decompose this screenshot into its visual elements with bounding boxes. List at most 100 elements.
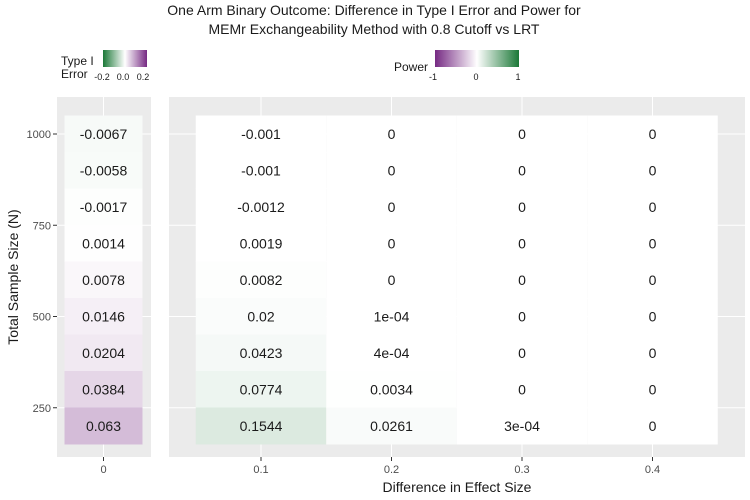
power-cell-label: 0 (649, 236, 657, 252)
power-cell (195, 152, 327, 189)
y-axis-tick-label: 250 (33, 403, 51, 415)
type1-cell (64, 298, 143, 335)
power-legend-tick-mid: 0 (473, 72, 478, 82)
type1-cell (64, 407, 143, 445)
type1-legend: Type I Error -0.2 0.0 0.2 (61, 50, 149, 82)
power-cell-label: 1e-04 (374, 309, 410, 325)
chart-title-line-1: One Arm Binary Outcome: Difference in Ty… (167, 2, 581, 18)
type1-cell (64, 261, 143, 299)
type1-cell-label: -0.0058 (80, 163, 128, 179)
power-cell-label: 0.0261 (370, 418, 413, 434)
power-cell (587, 152, 718, 189)
power-cell (195, 261, 327, 299)
power-cell (456, 225, 588, 262)
power-cell-label: 0 (649, 272, 657, 288)
power-x-axis-tick-label: 0.2 (384, 464, 399, 476)
type1-legend-title-line-2: Error (61, 67, 88, 81)
power-cell-label: 0 (649, 199, 657, 215)
power-cell-label: 0.0019 (240, 236, 283, 252)
type1-cell (64, 152, 143, 189)
power-cell (587, 407, 718, 445)
power-cell-label: 0 (518, 382, 526, 398)
power-cell-label: 0 (388, 163, 396, 179)
type1-cell (64, 371, 143, 408)
power-cell (456, 371, 588, 408)
power-cell-label: -0.001 (241, 126, 281, 142)
heatmap-cells (64, 115, 718, 445)
type1-cell (64, 225, 143, 262)
power-cell-label: 0 (518, 345, 526, 361)
power-cell-label: -0.001 (241, 163, 281, 179)
y-axis-tick-label: 750 (33, 220, 51, 232)
power-cell-label: 0 (649, 345, 657, 361)
type1-cell-label: -0.0017 (80, 199, 128, 215)
power-cell (587, 188, 718, 226)
power-cell (195, 225, 327, 262)
power-cell (587, 115, 718, 153)
power-cell-label: 0 (649, 418, 657, 434)
power-cell-label: -0.0012 (237, 199, 285, 215)
power-cell (195, 188, 327, 226)
power-cell (456, 298, 588, 335)
type1-cell-label: 0.0384 (82, 382, 125, 398)
power-cell (456, 334, 588, 372)
power-cell (326, 371, 457, 408)
power-cell (326, 407, 457, 445)
power-legend-title: Power (394, 60, 428, 74)
power-cell-label: 0.1544 (240, 418, 283, 434)
power-cell-label: 0 (518, 272, 526, 288)
power-x-axis-tick-label: 0.1 (253, 464, 268, 476)
power-cell-label: 0 (649, 126, 657, 142)
power-cell-label: 0 (649, 382, 657, 398)
power-cell (195, 334, 327, 372)
power-cell-label: 0 (388, 272, 396, 288)
power-legend-tick-high: 1 (515, 72, 520, 82)
y-axis: 1000 750 500 250 (27, 129, 57, 415)
power-cell (326, 152, 457, 189)
power-cell (326, 298, 457, 335)
type1-x-axis-tick-label: 0 (100, 464, 106, 476)
power-cell (587, 298, 718, 335)
y-axis-tick-label: 1000 (27, 129, 51, 141)
type1-legend-tick-mid: 0.0 (117, 72, 130, 82)
power-cell (587, 371, 718, 408)
type1-legend-tick-high: 0.2 (137, 72, 150, 82)
power-cell (195, 115, 327, 153)
type1-cell-label: 0.0014 (82, 236, 125, 252)
power-legend: Power -1 0 1 (394, 50, 521, 82)
power-cell (587, 334, 718, 372)
power-cell-label: 0 (649, 309, 657, 325)
type1-legend-title-line-1: Type I (61, 54, 94, 68)
power-x-axis-tick-label: 0.4 (645, 464, 660, 476)
power-cell (326, 261, 457, 299)
power-cell-label: 0.0774 (240, 382, 283, 398)
power-cell-label: 0 (518, 236, 526, 252)
power-cell-label: 0 (518, 163, 526, 179)
type1-legend-tick-low: -0.2 (94, 72, 110, 82)
type1-legend-colorbar (103, 50, 147, 67)
power-x-axis-tick-label: 0.3 (514, 464, 529, 476)
x-axis-title: Difference in Effect Size (383, 479, 532, 495)
type1-cell-label: -0.0067 (80, 126, 128, 142)
x-axis: 0 0.1 0.2 0.3 0.4 (100, 457, 660, 476)
type1-cell (64, 334, 143, 372)
type1-cell (64, 188, 143, 226)
type1-cell-label: 0.0078 (82, 272, 125, 288)
power-cell (195, 371, 327, 408)
power-legend-tick-low: -1 (429, 72, 437, 82)
heatmap-cell-labels: -0.0067 -0.0058 -0.0017 0.0014 0.0078 0.0146 0… (80, 126, 657, 434)
y-axis-title: Total Sample Size (N) (5, 209, 21, 344)
power-cell-label: 0.02 (247, 309, 274, 325)
power-cell (326, 188, 457, 226)
power-cell-label: 0 (518, 126, 526, 142)
power-cell (456, 407, 588, 445)
type1-cell-label: 0.0204 (82, 345, 125, 361)
power-cell-label: 0 (518, 309, 526, 325)
power-legend-colorbar (435, 50, 519, 67)
power-cell (326, 334, 457, 372)
power-cell-label: 0 (388, 199, 396, 215)
power-cell-label: 0.0423 (240, 345, 283, 361)
power-cell (456, 152, 588, 189)
power-cell (587, 225, 718, 262)
power-cell (326, 115, 457, 153)
